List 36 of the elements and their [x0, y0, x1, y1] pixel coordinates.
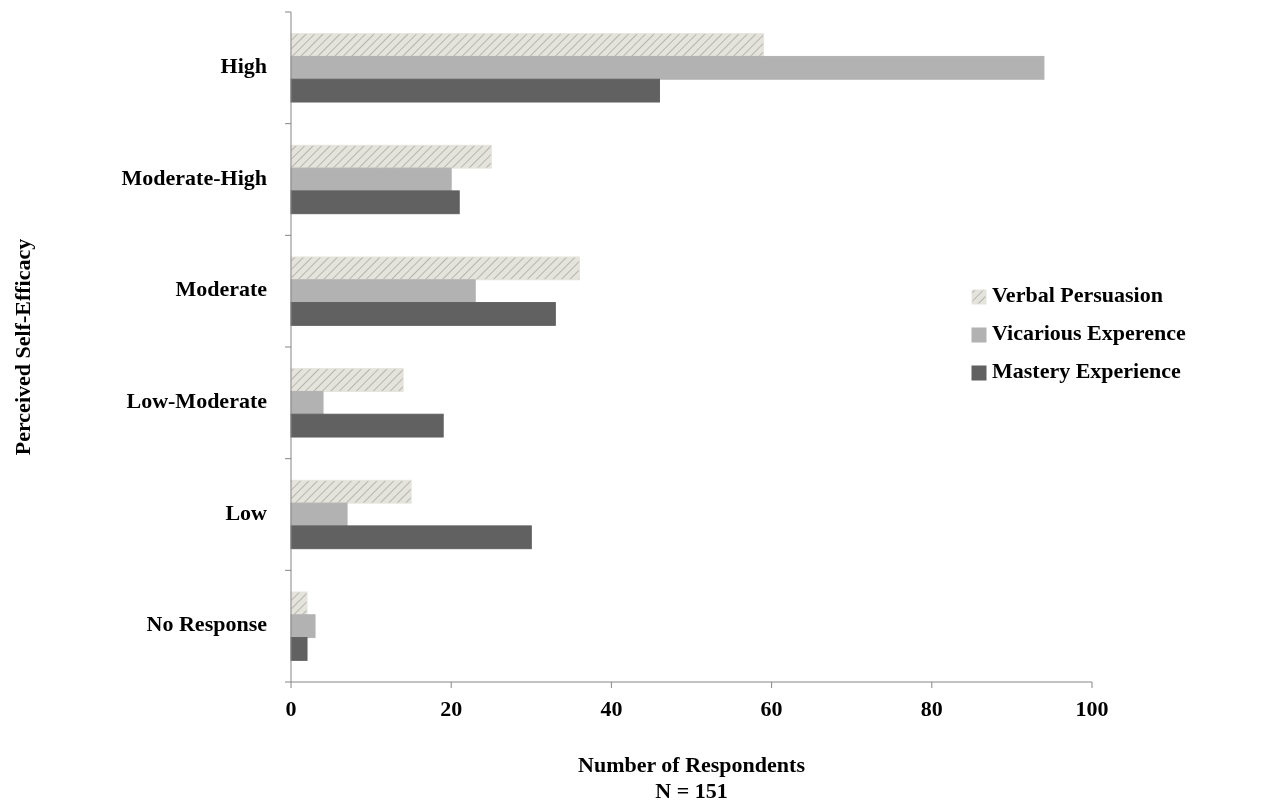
- bar: [290, 390, 324, 415]
- bar: [290, 190, 460, 215]
- x-tick-label: 40: [600, 696, 623, 721]
- bar: [290, 55, 1045, 80]
- x-tick-label: 20: [440, 696, 463, 721]
- bar: [290, 302, 556, 326]
- bar: [290, 479, 412, 504]
- bar: [290, 614, 316, 639]
- y-axis-title: Perceived Self-Efficacy: [10, 238, 35, 456]
- text: N = 151: [655, 778, 728, 803]
- bar: [290, 637, 308, 661]
- y-tick-label: Low: [225, 499, 268, 525]
- legend-label: Vicarious Experence: [992, 320, 1186, 346]
- x-tick-label: 100: [1075, 696, 1109, 721]
- legend-label: Verbal Persuasion: [992, 282, 1163, 308]
- x-tick-label: 80: [920, 696, 943, 721]
- bar: [290, 591, 308, 616]
- bar: [290, 78, 660, 103]
- x-tick-label: 60: [760, 696, 783, 721]
- bar: [290, 502, 348, 527]
- y-tick-label: Moderate: [175, 276, 268, 302]
- bar: [290, 413, 444, 438]
- bar: [290, 167, 452, 192]
- bar: [290, 144, 492, 169]
- y-tick-label: No Response: [146, 611, 268, 637]
- legend-label: Mastery Experience: [992, 358, 1181, 384]
- y-tick-label: Low-Moderate: [126, 387, 268, 413]
- bar: [290, 525, 532, 550]
- x-axis-title: Number of Respondents: [578, 752, 806, 777]
- y-tick-label: High: [220, 52, 267, 78]
- x-tick-label: 0: [285, 696, 297, 721]
- bar: [290, 368, 404, 392]
- bar: [290, 33, 765, 57]
- bar: [290, 256, 580, 281]
- bar: [290, 279, 476, 304]
- y-tick-label: Moderate-High: [121, 164, 267, 190]
